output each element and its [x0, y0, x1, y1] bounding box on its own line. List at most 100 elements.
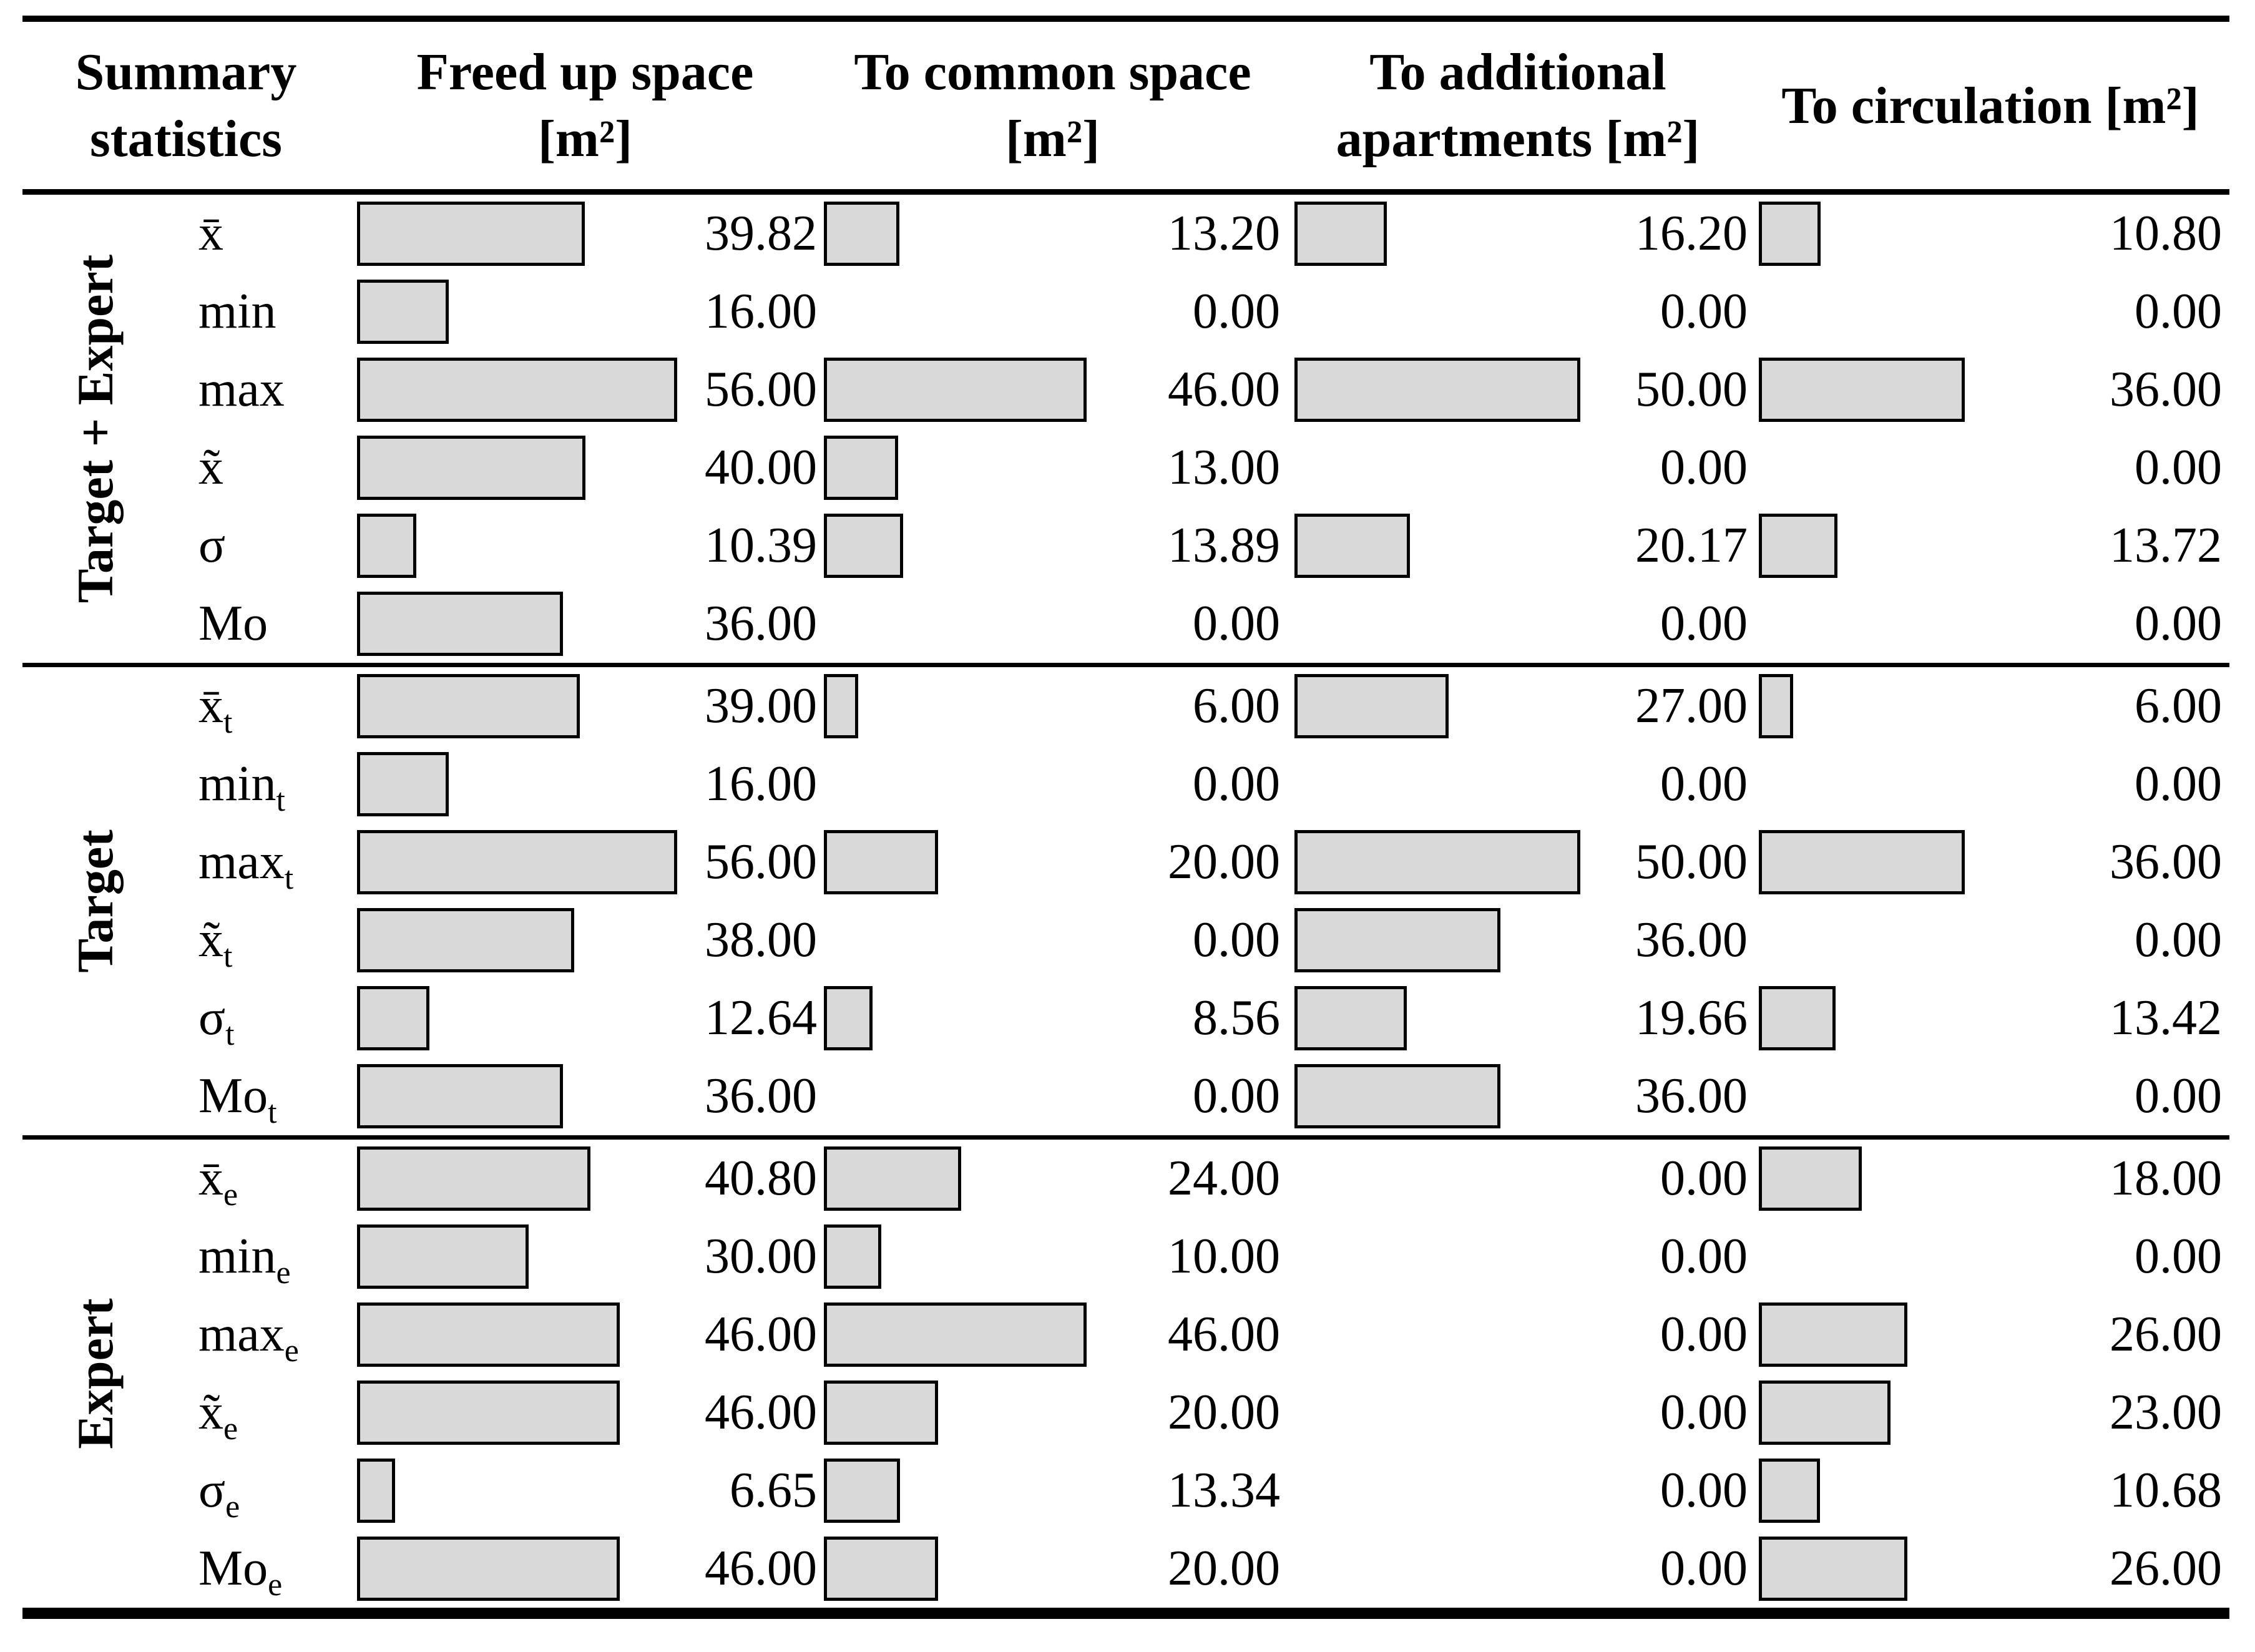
data-cell: 50.00	[1284, 351, 1751, 429]
value-text: 36.00	[2110, 834, 2222, 889]
value-text: 20.00	[1168, 1541, 1280, 1596]
stat-symbol: x̃	[198, 1385, 223, 1440]
stat-subscript: e	[268, 1567, 283, 1603]
data-cell: 6.65	[350, 1452, 821, 1530]
value-bar	[357, 1537, 620, 1601]
value-bar	[357, 908, 574, 972]
value-text: 13.00	[1168, 440, 1280, 495]
value-bar	[1759, 674, 1793, 738]
stat-label: Mo	[169, 585, 350, 663]
value-bar	[1294, 986, 1407, 1050]
column-header-to-common-space-line2: [m²]	[1005, 110, 1100, 168]
stat-symbol: min	[198, 756, 276, 811]
data-cell: 0.00	[1284, 1296, 1751, 1374]
value-text: 26.00	[2110, 1307, 2222, 1362]
column-header-to-additional-apartments: To additional apartments [m²]	[1284, 22, 1751, 189]
value-bar	[824, 1459, 900, 1523]
data-cell: 0.00	[1284, 1140, 1751, 1218]
stat-symbol: Mo	[198, 1541, 268, 1596]
value-text: 46.00	[705, 1385, 817, 1440]
data-cell: 13.89	[821, 507, 1284, 585]
stat-subscript: t	[268, 1095, 277, 1130]
data-cell: 10.00	[821, 1218, 1284, 1296]
value-bar	[357, 1224, 529, 1289]
value-text: 19.66	[1635, 990, 1748, 1045]
data-cell: 0.00	[1751, 1218, 2229, 1296]
data-cell: 0.00	[1751, 745, 2229, 823]
data-cell: 39.00	[350, 667, 821, 745]
value-text: 0.00	[1660, 1307, 1748, 1362]
value-text: 10.68	[2110, 1463, 2222, 1518]
column-header-freed-up-space-line1: Freed up space	[416, 43, 754, 101]
data-cell: 8.56	[821, 979, 1284, 1057]
data-cell: 0.00	[821, 1057, 1284, 1135]
value-text: 24.00	[1168, 1151, 1280, 1206]
value-bar	[357, 1381, 620, 1445]
stat-subscript: t	[276, 783, 285, 818]
value-bar	[1759, 1303, 1907, 1367]
stat-label: x̃e	[169, 1374, 350, 1452]
group-label: Target + Expert	[67, 254, 124, 604]
value-bar	[357, 280, 449, 344]
column-header-freed-up-space: Freed up space [m²]	[350, 22, 821, 189]
value-text: 20.17	[1635, 518, 1748, 573]
stat-label: Moe	[169, 1530, 350, 1608]
value-text: 56.00	[705, 362, 817, 417]
stat-symbol: x̃	[198, 912, 223, 967]
value-text: 50.00	[1635, 834, 1748, 889]
data-cell: 36.00	[350, 1057, 821, 1135]
data-cell: 24.00	[821, 1140, 1284, 1218]
value-text: 36.00	[1635, 912, 1748, 967]
data-cell: 40.00	[350, 429, 821, 507]
value-text: 0.00	[1193, 912, 1280, 967]
header-summary-line2: statistics	[90, 110, 282, 168]
value-bar	[1759, 1459, 1820, 1523]
value-bar	[824, 1381, 938, 1445]
data-cell: 6.00	[821, 667, 1284, 745]
data-cell: 20.00	[821, 823, 1284, 901]
value-text: 50.00	[1635, 362, 1748, 417]
stat-label: x̄	[169, 195, 350, 273]
top-rule	[22, 16, 2229, 22]
data-cell: 46.00	[821, 351, 1284, 429]
data-cell: 0.00	[1751, 273, 2229, 351]
value-bar	[824, 1224, 881, 1289]
value-text: 46.00	[705, 1541, 817, 1596]
stat-label: min	[169, 273, 350, 351]
data-cell: 16.00	[350, 273, 821, 351]
data-cell: 6.00	[1751, 667, 2229, 745]
value-bar	[824, 202, 899, 266]
value-text: 0.00	[2135, 756, 2222, 811]
value-text: 0.00	[2135, 284, 2222, 339]
value-bar	[357, 202, 585, 266]
value-text: 18.00	[2110, 1151, 2222, 1206]
value-bar	[824, 514, 903, 578]
value-bar	[824, 986, 873, 1050]
value-bar	[1294, 202, 1387, 266]
data-cell: 23.00	[1751, 1374, 2229, 1452]
value-bar	[357, 830, 677, 894]
data-cell: 13.42	[1751, 979, 2229, 1057]
stat-symbol: Mo	[198, 596, 268, 651]
value-text: 13.42	[2110, 990, 2222, 1045]
value-bar	[824, 358, 1087, 422]
stat-symbol: max	[198, 834, 285, 889]
stat-subscript: e	[223, 1177, 238, 1213]
stat-label: σe	[169, 1452, 350, 1530]
value-text: 0.00	[1660, 596, 1748, 651]
value-text: 16.20	[1635, 206, 1748, 261]
value-bar	[824, 1146, 961, 1211]
value-text: 36.00	[2110, 362, 2222, 417]
value-text: 0.00	[2135, 1068, 2222, 1123]
data-cell: 0.00	[821, 745, 1284, 823]
data-cell: 0.00	[1284, 273, 1751, 351]
data-cell: 10.80	[1751, 195, 2229, 273]
value-text: 26.00	[2110, 1541, 2222, 1596]
data-cell: 13.72	[1751, 507, 2229, 585]
data-cell: 36.00	[1751, 351, 2229, 429]
stat-symbol: max	[198, 362, 285, 417]
value-text: 10.00	[1168, 1229, 1280, 1284]
stat-label: σ	[169, 507, 350, 585]
value-bar	[824, 1537, 938, 1601]
stat-symbol: x̄	[198, 1151, 223, 1206]
